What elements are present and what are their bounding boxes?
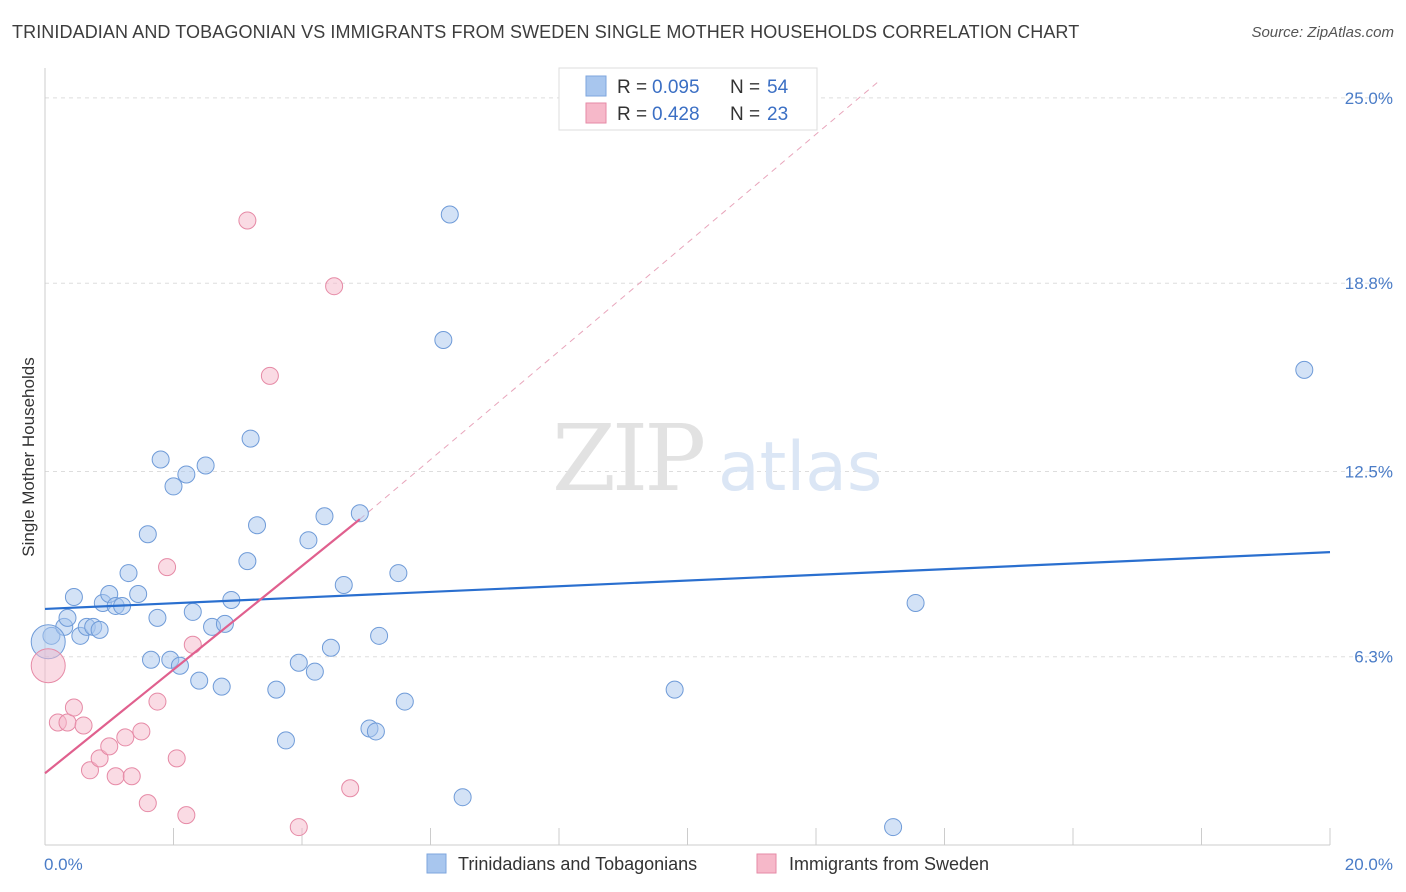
trinidadian-point-3 [64,587,83,606]
stats-n-label-1: N = [730,77,760,98]
trinidadian-point-24 [196,456,215,475]
trinidadian-point-17 [151,450,170,469]
sweden-point-18 [238,211,257,230]
trinidadian-point-38 [321,638,340,657]
watermark-atlas: atlas [718,428,882,507]
sweden-point-4 [74,716,93,735]
y-tick-labels: 6.3% 12.5% 18.8% 25.0% [1345,89,1393,667]
trinidadian-point-47 [440,205,459,224]
trinidadian-point-34 [289,653,308,672]
chart-title: TRINIDADIAN AND TOBAGONIAN VS IMMIGRANTS… [12,22,1080,42]
trinidadian-point-14 [138,525,157,544]
sweden-point-12 [138,794,157,813]
sweden-point-7 [100,737,119,756]
trinidadian-point-32 [267,680,286,699]
sweden-point-8 [106,767,125,786]
sweden-point-10 [122,767,141,786]
sweden-point-11 [132,722,151,741]
grid-lines [45,97,1392,658]
sweden-point-20 [289,818,308,837]
trinidadian-point-52 [1295,360,1314,379]
source-label: Source: ZipAtlas.com [1251,24,1394,41]
y-tick-label-2: 18.8% [1345,274,1393,293]
x-tick-label-min: 0.0% [44,855,83,874]
y-axis-label: Single Mother Households [19,357,38,556]
sweden-point-17 [183,635,202,654]
data-points [30,205,1331,837]
trinidadian-point-51 [906,593,925,612]
stats-legend: R = 0.095 N = 54 R = 0.428 N = 23 [558,67,818,131]
trinidadian-point-45 [395,692,414,711]
sweden-point-0 [30,648,66,684]
sweden-point-2 [58,713,77,732]
stats-n-value-1: 54 [767,77,789,98]
trinidadian-point-36 [305,662,324,681]
sweden-point-13 [148,692,167,711]
trinidadian-point-23 [190,671,209,690]
sweden-point-3 [64,698,83,717]
sweden-point-15 [167,749,186,768]
x-tick-label-max: 20.0% [1345,855,1393,874]
trinidadian-point-43 [370,626,389,645]
trinidadian-point-2 [58,608,77,627]
trinidadian-point-49 [665,680,684,699]
y-tick-label-3: 25.0% [1345,89,1393,108]
stats-legend-swatch-pink [585,102,607,124]
stats-legend-swatch-blue [585,75,607,97]
trinidadian-point-27 [215,614,234,633]
trinidadian-point-22 [183,602,202,621]
watermark-zip: ZIP [552,405,703,512]
legend-label-sweden: Immigrants from Sweden [789,854,989,874]
y-tick-label-1: 12.5% [1345,462,1393,481]
legend-label-trinidadians: Trinidadians and Tobagonians [458,854,697,874]
watermark: ZIP atlas [552,405,882,512]
stats-n-label-2: N = [730,104,760,125]
y-tick-label-0: 6.3% [1354,648,1393,667]
trinidadian-point-42 [366,722,385,741]
trinidadian-point-19 [164,477,183,496]
series-legend: Trinidadians and Tobagonians Immigrants … [426,853,989,874]
stats-r-label-1: R = [617,77,647,98]
trinidadian-point-40 [350,504,369,523]
trinidadian-point-35 [299,531,318,550]
sweden-point-5 [80,761,99,780]
stats-n-value-2: 23 [767,104,788,125]
legend-swatch-trinidadians [426,853,447,874]
trend-lines [359,79,881,520]
trinidadian-point-29 [238,552,257,571]
trinidadian-point-37 [315,507,334,526]
trinidadian-point-16 [148,608,167,627]
sweden-point-21 [325,277,344,296]
stats-r-value-1: 0.095 [652,77,700,98]
sweden-point-6 [90,749,109,768]
trinidadian-point-33 [276,731,295,750]
trinidadian-point-21 [177,465,196,484]
trinidadian-point-44 [389,564,408,583]
trinidadian-point-39 [334,576,353,595]
x-ticks [44,828,1331,845]
trinidadian-point-26 [212,677,231,696]
sweden-point-19 [260,366,279,385]
sweden-point-14 [158,558,177,577]
trinidadian-point-30 [241,429,260,448]
legend-swatch-sweden [756,853,777,874]
trinidadian-point-13 [129,584,148,603]
stats-r-label-2: R = [617,104,647,125]
trinidadian-point-50 [884,818,903,837]
trinidadian-point-7 [90,620,109,639]
sweden-point-16 [177,806,196,825]
trinidadian-point-31 [248,516,267,535]
trinidadian-point-48 [453,788,472,807]
trend-extension-1 [359,79,881,520]
trinidadian-point-46 [434,330,453,349]
stats-r-value-2: 0.428 [652,104,700,125]
trend-line-0 [44,551,1331,611]
trinidadian-point-15 [142,650,161,669]
sweden-point-22 [341,779,360,798]
x-tick-labels: 0.0% 20.0% [44,855,1393,874]
sweden-point-9 [116,728,135,747]
trend-line-1 [44,518,361,775]
trinidadian-point-12 [119,564,138,583]
